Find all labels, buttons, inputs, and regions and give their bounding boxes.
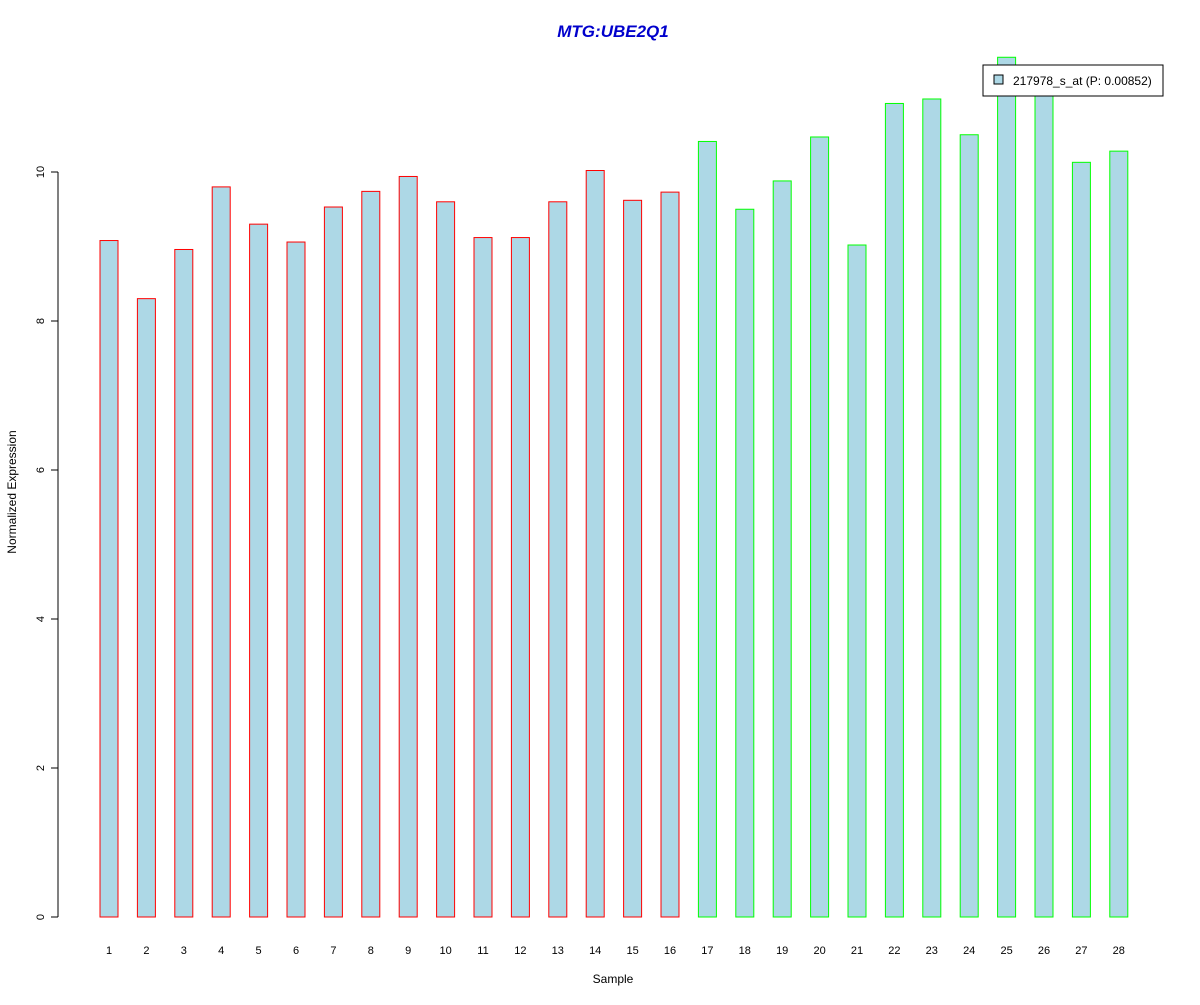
y-tick-label: 6 — [35, 467, 47, 473]
legend-swatch — [993, 74, 1004, 85]
bar — [697, 140, 717, 918]
bar — [286, 241, 306, 918]
bar — [1109, 150, 1129, 918]
bar — [361, 190, 381, 918]
bar — [772, 180, 792, 918]
y-tick-label: 0 — [35, 914, 47, 920]
x-tick-label: 11 — [477, 945, 488, 957]
bar — [735, 208, 755, 918]
bar — [174, 248, 194, 918]
x-tick-label: 5 — [256, 945, 262, 957]
x-tick-label: 28 — [1113, 945, 1125, 957]
bar — [1071, 161, 1091, 918]
x-tick-label: 4 — [218, 945, 224, 957]
y-axis: 0 2 4 6 8 10 — [35, 166, 59, 920]
x-tick-label: 24 — [963, 945, 975, 957]
x-tick-label: 13 — [552, 945, 564, 957]
y-tick-label: 8 — [35, 318, 47, 324]
y-tick-label: 4 — [35, 616, 47, 622]
x-tick-label: 17 — [701, 945, 713, 957]
bar — [249, 223, 269, 918]
bar — [847, 244, 867, 918]
bar — [211, 186, 231, 918]
x-axis-tick-labels: 1 2 3 4 5 6 7 8 9 10 11 12 13 14 15 16 17 18 19 20 21 22 23 24 2… — [106, 945, 1125, 957]
x-tick-label: 20 — [813, 945, 825, 957]
y-tick-label: 10 — [35, 166, 47, 178]
x-tick-label: 25 — [1000, 945, 1012, 957]
x-tick-label: 21 — [851, 945, 863, 957]
x-tick-label: 16 — [664, 945, 676, 957]
x-tick-label: 14 — [589, 945, 601, 957]
chart-title: MTG:UBE2Q1 — [557, 22, 668, 41]
x-tick-label: 7 — [330, 945, 336, 957]
bar — [510, 237, 530, 918]
bar — [398, 175, 418, 918]
x-tick-label: 15 — [626, 945, 638, 957]
bar — [884, 102, 904, 918]
x-tick-label: 1 — [106, 945, 112, 957]
bar — [997, 56, 1017, 918]
bar — [436, 201, 456, 918]
bar — [660, 191, 680, 918]
bar — [585, 170, 605, 918]
bar — [136, 298, 156, 918]
x-tick-label: 27 — [1075, 945, 1087, 957]
x-tick-label: 3 — [181, 945, 187, 957]
bar — [473, 237, 493, 918]
y-axis-label: Normalized Expression — [5, 430, 19, 553]
bar — [623, 199, 643, 918]
legend: 217978_s_at (P: 0.00852) — [982, 64, 1164, 97]
bar — [810, 136, 830, 918]
x-tick-label: 9 — [405, 945, 411, 957]
legend-box — [982, 64, 1164, 97]
x-tick-label: 19 — [776, 945, 788, 957]
legend-label: 217978_s_at (P: 0.00852) — [1013, 74, 1152, 88]
x-tick-label: 8 — [368, 945, 374, 957]
x-tick-label: 18 — [739, 945, 751, 957]
x-tick-label: 23 — [926, 945, 938, 957]
bar — [548, 201, 568, 918]
bars-group — [99, 56, 1129, 918]
x-tick-label: 12 — [514, 945, 526, 957]
bar — [323, 206, 343, 918]
x-tick-label: 22 — [888, 945, 900, 957]
x-axis-label: Sample — [593, 972, 634, 986]
x-tick-label: 26 — [1038, 945, 1050, 957]
y-tick-label: 2 — [35, 765, 47, 771]
x-tick-label: 2 — [143, 945, 149, 957]
bar — [99, 240, 119, 918]
x-tick-label: 6 — [293, 945, 299, 957]
bar — [922, 98, 942, 918]
bar — [959, 134, 979, 918]
x-tick-label: 10 — [439, 945, 451, 957]
bar — [1034, 89, 1054, 918]
